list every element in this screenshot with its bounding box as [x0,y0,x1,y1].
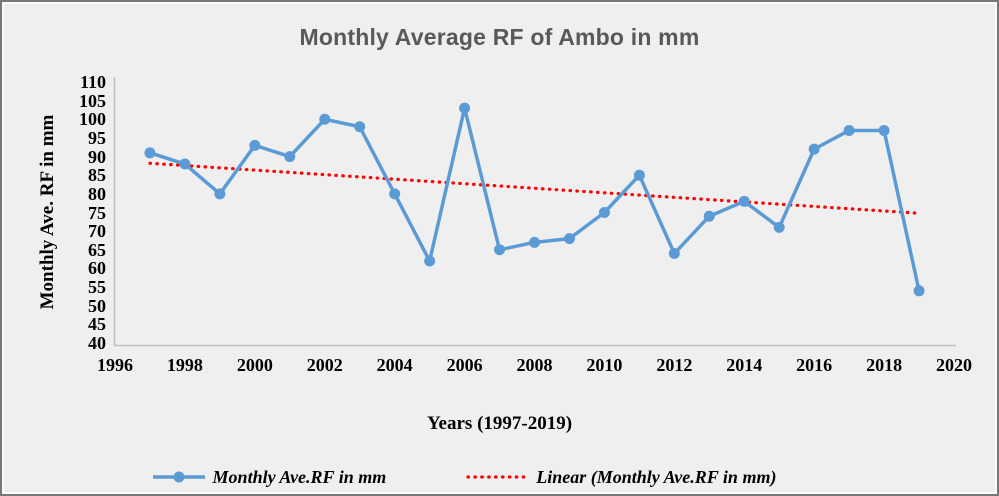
x-tick-label: 2012 [656,355,693,375]
y-tick-label: 40 [88,333,106,353]
data-point-2007[interactable] [494,244,506,256]
data-point-2004[interactable] [389,188,401,200]
data-point-2018[interactable] [878,124,890,136]
data-point-2003[interactable] [354,121,366,133]
x-tick-label: 2000 [236,355,273,375]
y-tick-label: 45 [88,314,106,335]
data-point-2009[interactable] [563,233,575,245]
data-point-2001[interactable] [284,151,296,163]
series-line-marker-icon [152,471,205,483]
data-point-2016[interactable] [808,143,820,155]
legend-trendline-label: Linear (Monthly Ave.RF in mm) [536,466,777,487]
trendline-dotted-icon [466,475,528,479]
data-point-1997[interactable] [144,147,156,159]
y-tick-label: 85 [88,165,106,186]
y-tick-label: 50 [88,295,106,316]
data-point-2011[interactable] [633,169,645,181]
y-tick-label: 95 [88,127,106,148]
x-tick-label: 2020 [936,355,972,375]
data-point-2015[interactable] [773,221,785,233]
data-point-2006[interactable] [459,102,471,114]
x-axis-title: Years (1997-2019) [426,413,573,434]
x-tick-label: 2016 [796,355,833,375]
y-tick-label: 90 [88,146,106,167]
x-tick-label: 2004 [376,355,413,375]
series-line [148,106,921,293]
x-tick-label: 2014 [726,355,763,375]
x-tick-label: 2002 [306,355,343,375]
data-point-2014[interactable] [738,195,750,207]
y-tick-label: 80 [88,183,106,204]
legend: Monthly Ave.RF in mm Linear (Monthly Ave… [2,466,962,488]
y-tick-label: 110 [79,72,106,92]
x-tick-label: 2008 [516,355,553,375]
y-tick-label: 70 [88,221,106,242]
y-tick-label: 105 [79,90,106,111]
x-tick-label: 1996 [97,355,133,375]
legend-item-series[interactable]: Monthly Ave.RF in mm [152,466,387,488]
data-point-2000[interactable] [249,139,261,151]
data-point-1999[interactable] [214,188,226,200]
y-tick-label: 60 [88,258,106,279]
data-point-1998[interactable] [179,158,191,170]
data-point-2013[interactable] [703,210,715,222]
legend-item-trendline[interactable]: Linear (Monthly Ave.RF in mm) [466,466,776,488]
chart-title: Monthly Average RF of Ambo in mm [299,24,700,50]
data-point-2017[interactable] [843,124,855,136]
data-point-2005[interactable] [424,255,436,267]
data-point-2010[interactable] [598,207,610,218]
data-point-2012[interactable] [668,248,680,260]
x-tick-label: 1998 [166,355,203,375]
x-tick-label: 2018 [866,355,903,375]
y-tick-label: 55 [88,277,106,298]
y-tick-label: 65 [88,239,106,260]
y-tick-label: 100 [79,109,106,130]
y-tick-label: 75 [88,202,106,223]
data-point-2002[interactable] [319,113,331,125]
x-tick-label: 2010 [586,355,623,375]
x-tick-label: 2006 [446,355,483,375]
legend-series-label: Monthly Ave.RF in mm [212,466,387,487]
data-point-2019[interactable] [913,285,925,297]
data-point-2008[interactable] [529,236,540,248]
